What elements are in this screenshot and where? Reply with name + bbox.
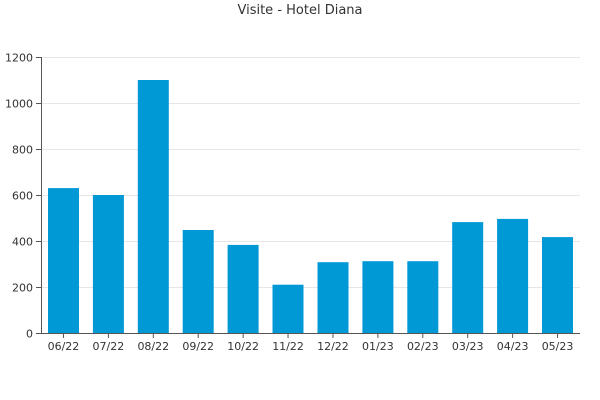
x-tick-label: 04/23 <box>497 340 529 353</box>
y-tick-label: 0 <box>26 328 33 341</box>
bar-06/22 <box>48 188 79 333</box>
x-tick-label: 01/23 <box>362 340 394 353</box>
bar-11/22 <box>272 284 304 333</box>
bar-12/22 <box>317 262 349 333</box>
x-tick-label: 11/22 <box>272 340 304 353</box>
bar-01/23 <box>362 261 394 333</box>
y-tick-label: 800 <box>12 144 33 157</box>
y-tick-label: 1200 <box>5 52 33 65</box>
x-tick-label: 06/22 <box>48 340 80 353</box>
x-tick-label: 09/22 <box>182 340 214 353</box>
x-tick-label: 12/22 <box>317 340 349 353</box>
x-tick-label: 05/23 <box>542 340 574 353</box>
y-tick-label: 600 <box>12 190 33 203</box>
bar-09/22 <box>182 230 214 333</box>
x-tick-label: 10/22 <box>227 340 259 353</box>
x-tick-label: 07/22 <box>93 340 125 353</box>
bar-08/22 <box>137 80 169 333</box>
y-tick-label: 1000 <box>5 98 33 111</box>
bar-04/23 <box>497 218 529 333</box>
x-tick-label: 08/22 <box>137 340 169 353</box>
bar-10/22 <box>227 244 259 333</box>
y-tick-label: 200 <box>12 282 33 295</box>
bar-03/23 <box>452 222 484 333</box>
bar-02/23 <box>407 261 439 333</box>
x-tick-label: 03/23 <box>452 340 484 353</box>
bar-07/22 <box>92 195 124 333</box>
bar-05/23 <box>542 237 573 333</box>
y-tick-label: 400 <box>12 236 33 249</box>
x-tick-label: 02/23 <box>407 340 439 353</box>
chart-title: Visite - Hotel Diana <box>237 3 363 18</box>
